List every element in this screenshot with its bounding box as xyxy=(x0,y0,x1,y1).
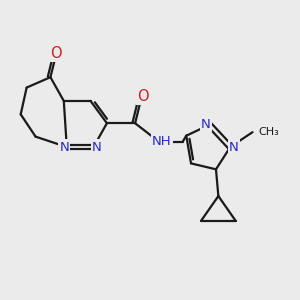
Text: CH₃: CH₃ xyxy=(258,127,279,137)
Text: N: N xyxy=(229,140,239,154)
Text: O: O xyxy=(137,89,149,104)
Text: NH: NH xyxy=(152,135,172,148)
Text: N: N xyxy=(201,118,211,131)
Text: N: N xyxy=(92,140,101,154)
Text: O: O xyxy=(51,46,62,61)
Text: N: N xyxy=(59,140,69,154)
